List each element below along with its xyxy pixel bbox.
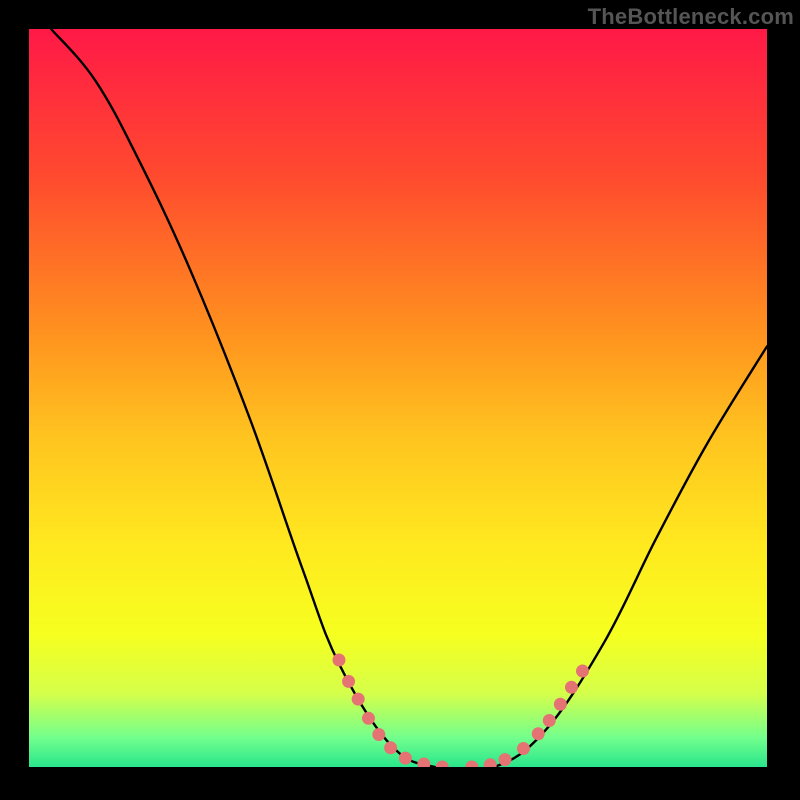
marker-point xyxy=(342,675,355,688)
marker-point xyxy=(372,728,385,741)
marker-point xyxy=(576,665,589,678)
watermark-text: TheBottleneck.com xyxy=(588,4,794,30)
marker-point xyxy=(417,758,430,767)
marker-point xyxy=(362,712,375,725)
marker-point xyxy=(543,714,556,727)
marker-point xyxy=(332,653,345,666)
marker-point xyxy=(532,727,545,740)
chart-overlay xyxy=(29,29,767,767)
marker-point xyxy=(484,758,497,767)
marker-point xyxy=(517,742,530,755)
marker-point xyxy=(352,693,365,706)
marker-point xyxy=(499,753,512,766)
plot-area xyxy=(29,29,767,767)
curve-v-curve xyxy=(51,29,767,767)
marker-point xyxy=(465,761,478,768)
marker-point xyxy=(399,752,412,765)
chart-container: TheBottleneck.com xyxy=(0,0,800,800)
marker-point xyxy=(436,761,449,768)
marker-point xyxy=(384,741,397,754)
marker-point xyxy=(554,698,567,711)
marker-point xyxy=(565,681,578,694)
